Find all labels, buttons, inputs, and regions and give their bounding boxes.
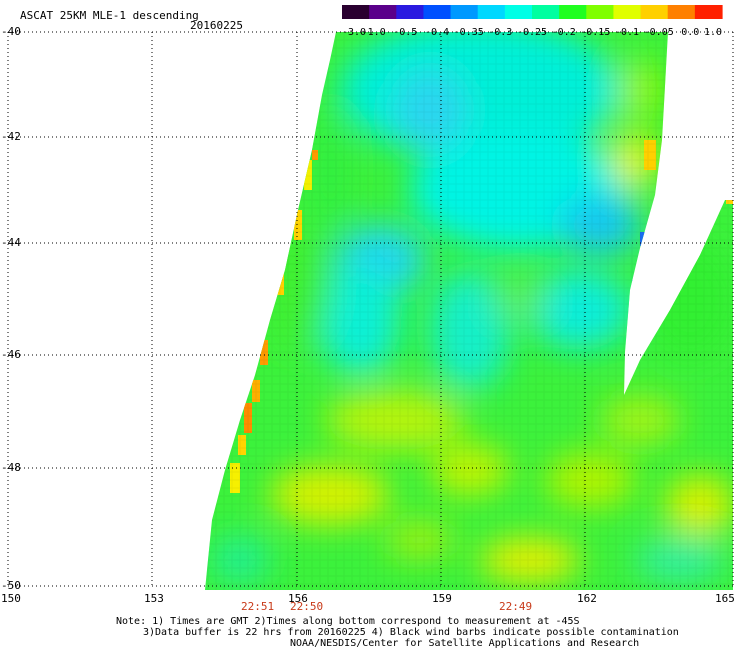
colorbar-swatch	[396, 5, 425, 19]
colorbar-swatch	[369, 5, 397, 19]
colorbar-swatch	[532, 5, 560, 19]
lat-label: -40	[1, 25, 21, 38]
colorbar-swatch	[504, 5, 533, 19]
lat-label: -42	[1, 130, 21, 143]
lat-label: -48	[1, 461, 21, 474]
colorbar-swatch	[342, 5, 370, 19]
note-line-3: NOAA/NESDIS/Center for Satellite Applica…	[290, 638, 640, 649]
colorbar-swatch	[450, 5, 479, 19]
lat-label: -44	[1, 236, 21, 249]
colorbar-label: 0.0	[681, 27, 699, 38]
colorbar-label: -0.25	[517, 27, 547, 38]
lon-label: 165	[715, 592, 735, 605]
note-line-1: Note: 1) Times are GMT 2)Times along bot…	[116, 616, 580, 627]
map-title: ASCAT 25KM MLE-1 descending	[20, 9, 199, 22]
colorbar-label: -1.0	[362, 27, 386, 38]
colorbar-label: -3.0	[342, 27, 366, 38]
colorbar-label: -0.2	[552, 27, 576, 38]
lon-label: 156	[288, 592, 308, 605]
colorbar-swatch	[423, 5, 452, 19]
colorbar-swatch	[694, 5, 723, 19]
colorbar-swatch	[613, 5, 642, 19]
note-line-2: 3)Data buffer is 22 hrs from 20160225 4)…	[143, 627, 679, 638]
lat-lon-grid	[7, 31, 734, 587]
lon-label: 150	[1, 592, 21, 605]
colorbar-swatch	[559, 5, 587, 19]
colorbar-label: 1.0	[704, 27, 722, 38]
colorbar-swatch	[586, 5, 615, 19]
colorbar-label: -0.05	[644, 27, 674, 38]
colorbar: -3.0-1.0 -0.5 -0.4 -0.35 -0.3 -0.25 -0.2 -0.15-…	[342, 5, 723, 38]
colorbar-swatch	[667, 5, 696, 19]
time-label: 22:51	[241, 600, 275, 613]
colorbar-label: -0.1	[615, 27, 639, 38]
lon-label: 162	[577, 592, 597, 605]
lat-label: -50	[1, 579, 21, 592]
colorbar-label: -0.3	[488, 27, 512, 38]
colorbar-label: -0.35	[454, 27, 484, 38]
time-label: 22:49	[499, 600, 533, 613]
colorbar-label: -0.5	[393, 27, 417, 38]
colorbar-label: -0.15	[580, 27, 610, 38]
colorbar-swatch	[640, 5, 669, 19]
time-label: 22:50	[290, 600, 324, 613]
lon-label: 159	[432, 592, 452, 605]
lat-label: -46	[1, 348, 21, 361]
colorbar-label: -0.4	[425, 27, 449, 38]
colorbar-swatch	[477, 5, 506, 19]
map-date: 20160225	[190, 19, 243, 32]
lon-label: 153	[144, 592, 164, 605]
